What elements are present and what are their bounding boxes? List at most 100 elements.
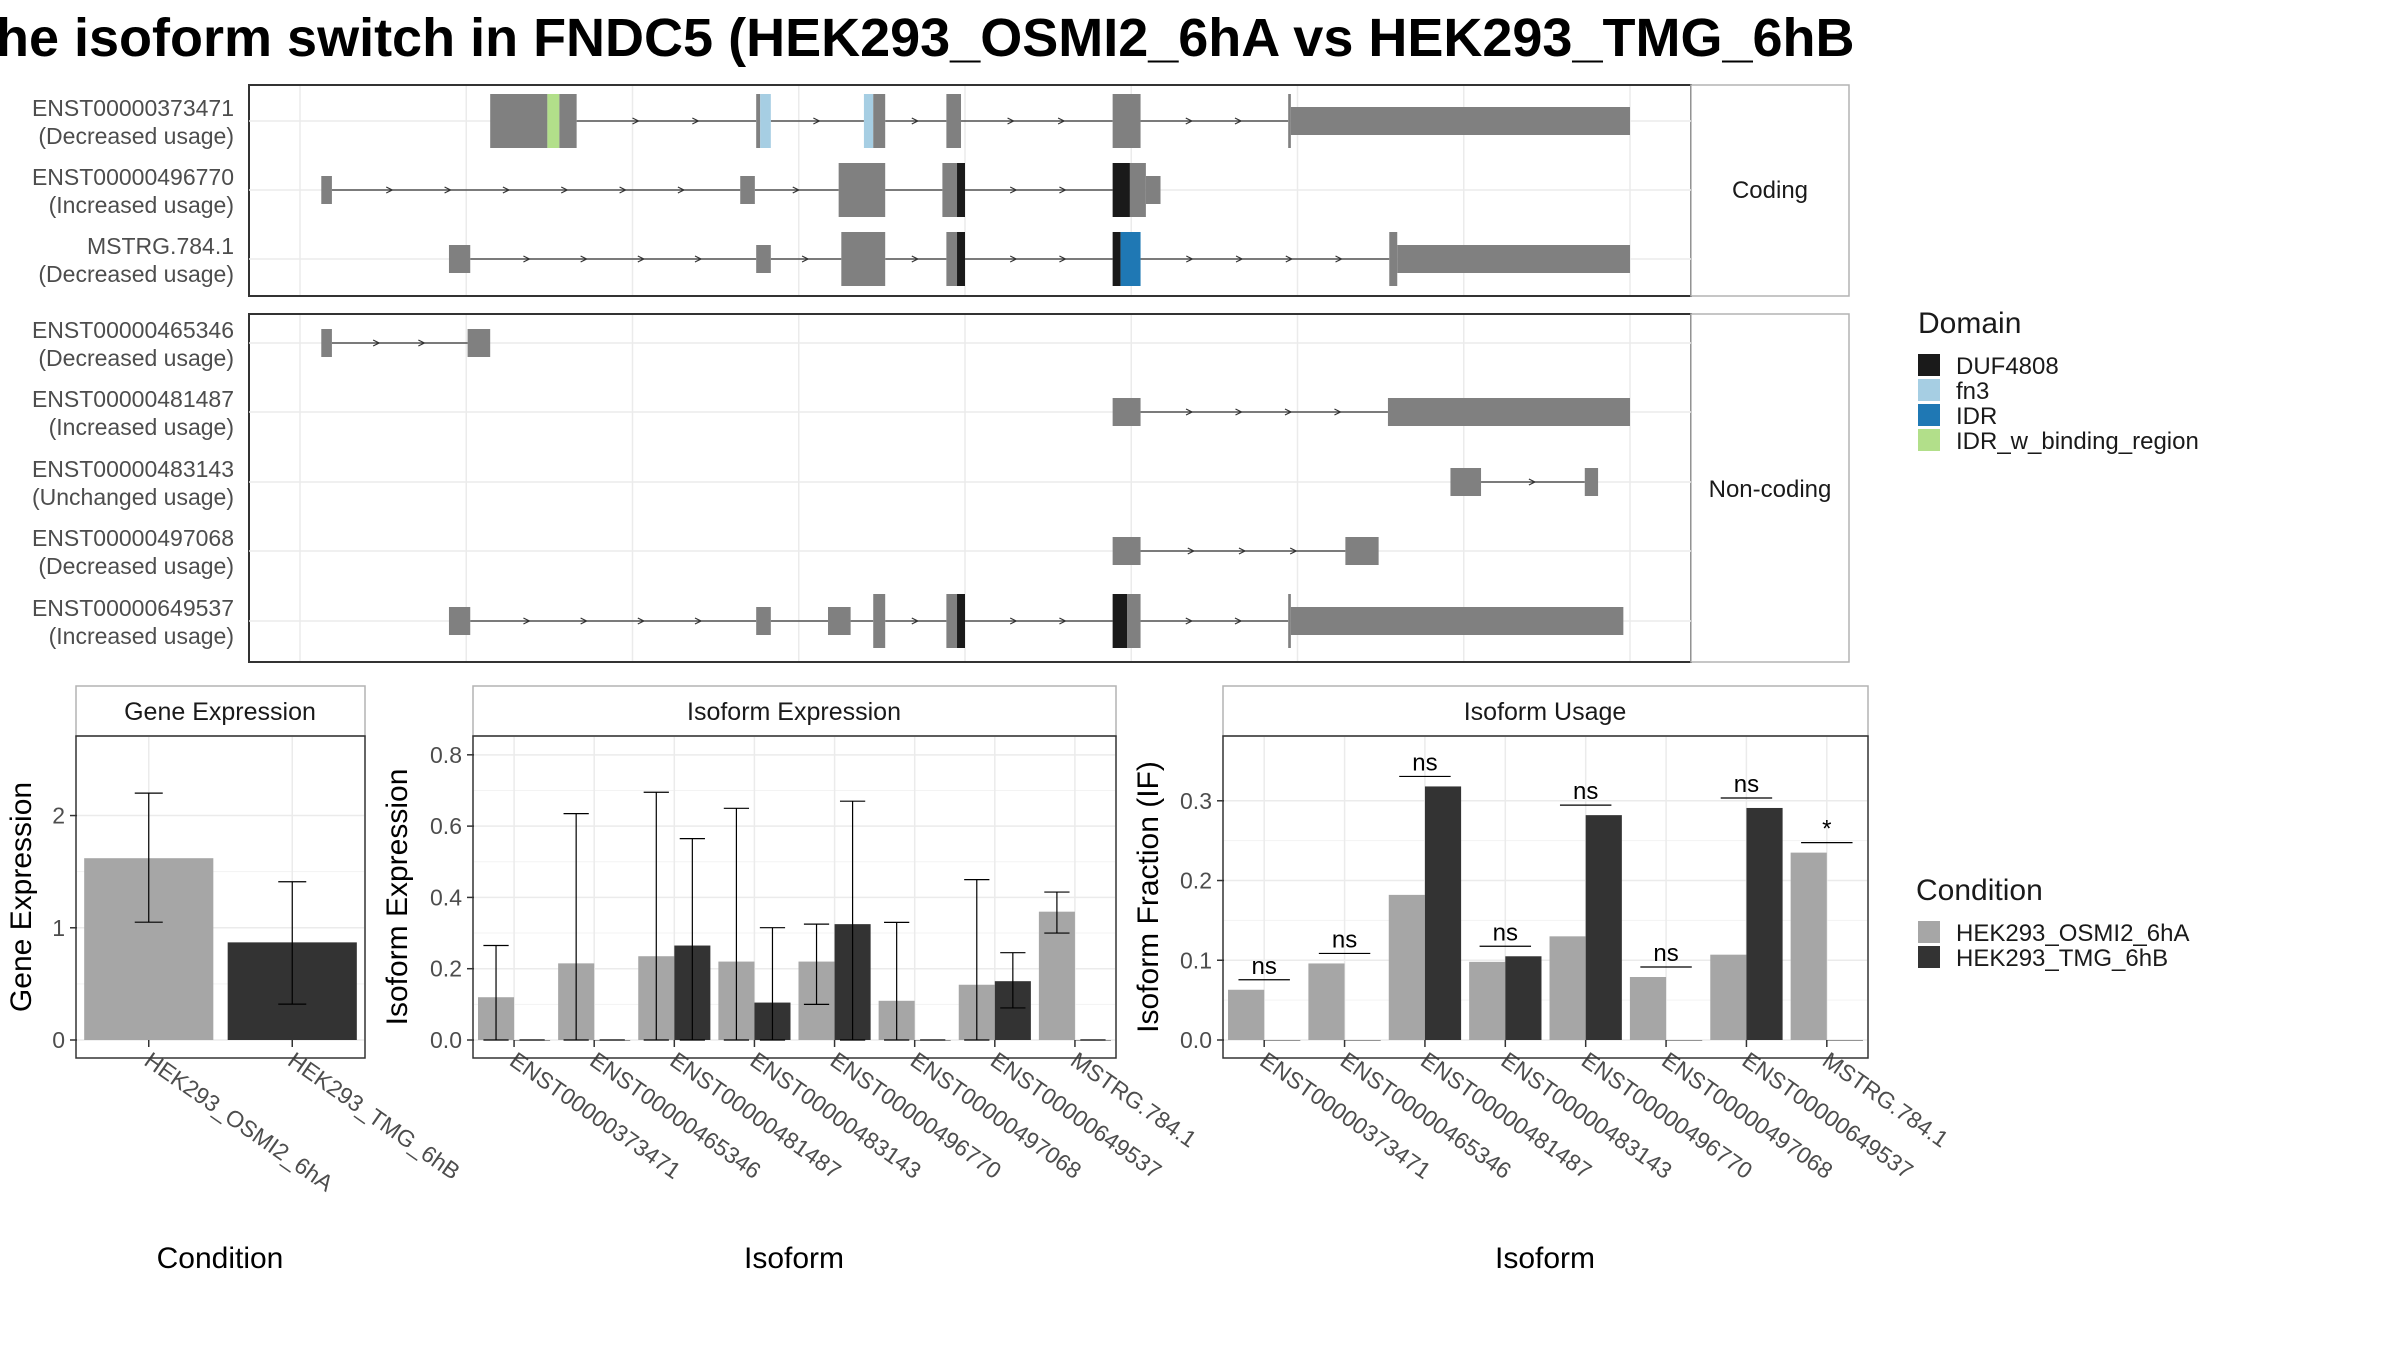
domain-legend: Domain DUF4808 fn3 IDR IDR_w_binding_reg…: [1918, 307, 2199, 455]
y-tick-label: 0.2: [430, 956, 462, 982]
intron-arrow: [1235, 255, 1244, 263]
transcript-usage-label: (Increased usage): [49, 414, 234, 440]
exon-block: [1387, 398, 1630, 426]
intron-arrow: [792, 186, 801, 194]
exon-block: [1127, 594, 1141, 648]
intron-arrow: [523, 617, 531, 625]
bar: [1826, 1040, 1863, 1041]
intron-arrow: [1528, 478, 1537, 486]
coding-strip: [1690, 84, 1850, 297]
y-tick-label: 0.2: [1180, 868, 1212, 894]
significance-label: ns: [1653, 940, 1678, 967]
condition-legend: Condition HEK293_OSMI2_6hA HEK293_TMG_6h…: [1916, 874, 2189, 972]
exon-block: [1288, 594, 1291, 648]
intron-arrow: [580, 255, 588, 263]
intron-arrow: [637, 617, 646, 625]
intron-arrow: [911, 617, 920, 625]
exon-block: [1112, 537, 1141, 565]
intron-arrow: [372, 339, 381, 347]
gene-expression-xlabel: Condition: [157, 1242, 284, 1275]
intron-arrow: [1059, 255, 1067, 263]
exon-block: [1112, 398, 1141, 426]
intron-arrow: [1059, 617, 1067, 625]
intron-arrow: [1238, 547, 1247, 555]
y-tick-label: 0.4: [430, 884, 462, 910]
intron-arrow: [677, 186, 686, 194]
domain-legend-title: Domain: [1918, 307, 2021, 340]
transcript-usage-label: (Decreased usage): [38, 261, 234, 287]
exon-block: [467, 329, 491, 357]
gene-expression-strip: [75, 685, 366, 737]
isoform-expression-title: Isoform Expression: [687, 698, 901, 726]
legend-key-fn3: [1918, 379, 1940, 401]
domain-block: [1120, 232, 1141, 286]
intron-arrow: [1185, 117, 1194, 125]
isoform-expression-xlabel: Isoform: [744, 1242, 844, 1275]
domain-block: [547, 94, 560, 148]
intron-arrow: [619, 186, 627, 194]
y-tick-label: 1: [52, 915, 65, 941]
gene-expression-ylabel: Gene Expression: [5, 782, 38, 1012]
isoform-usage-chart: Isoform Usage 0.00.10.20.3ENST0000037347…: [1132, 685, 1953, 1275]
intron-arrow: [1289, 547, 1298, 555]
bar: [1308, 963, 1345, 1040]
intron-arrow: [632, 117, 640, 125]
bar: [1228, 989, 1265, 1040]
exon-block: [828, 607, 851, 635]
exon-block: [1290, 107, 1630, 135]
isoform-usage-frame: [1222, 735, 1869, 1059]
bar: [1790, 852, 1827, 1040]
bar: [1344, 1040, 1381, 1041]
y-tick-label: 0: [52, 1027, 65, 1053]
intron-arrow: [801, 255, 810, 263]
intron-arrow: [1009, 617, 1018, 625]
transcript-id-label: ENST00000481487: [32, 386, 234, 412]
exon-block: [1129, 163, 1146, 217]
coding-strip-label: Coding: [1732, 177, 1808, 204]
intron-arrow: [1185, 408, 1194, 416]
legend-label-idr: IDR: [1956, 403, 1997, 430]
legend-label-duf4808: DUF4808: [1956, 353, 2059, 380]
legend-label-cond-a: HEK293_OSMI2_6hA: [1956, 920, 2189, 947]
isoform-expression-strip: [472, 685, 1117, 737]
intron-arrow: [502, 186, 511, 194]
exon-block: [946, 94, 962, 148]
intron-arrow: [694, 255, 703, 263]
bar: [1264, 1040, 1301, 1041]
bar: [1549, 936, 1586, 1040]
domain-block: [1112, 163, 1130, 217]
isoform-usage-strip: [1222, 685, 1869, 737]
noncoding-strip: [1690, 313, 1850, 663]
legend-label-idr-binding: IDR_w_binding_region: [1956, 428, 2199, 455]
intron-arrow: [523, 255, 531, 263]
intron-arrow: [385, 186, 394, 194]
exon-block: [490, 94, 548, 148]
bar: [1746, 807, 1783, 1040]
exon-block: [873, 594, 886, 648]
intron-arrow: [694, 617, 703, 625]
isoform-usage-ylabel: Isoform Fraction (IF): [1132, 761, 1165, 1033]
legend-key-idr-binding: [1918, 429, 1940, 451]
bar: [1585, 815, 1622, 1040]
transcript-usage-label: (Unchanged usage): [32, 484, 234, 510]
exon-block: [559, 94, 577, 148]
intron-arrow: [911, 117, 920, 125]
legend-key-duf4808: [1918, 354, 1940, 376]
transcript-id-label: ENST00000483143: [32, 456, 234, 482]
exon-block: [756, 94, 761, 148]
y-tick-label: 0.1: [1180, 947, 1212, 973]
domain-block: [1112, 594, 1128, 648]
domain-block: [760, 94, 771, 148]
structure-panel: Coding Non-coding ENST00000373471(Decrea…: [32, 84, 1850, 663]
significance-label: ns: [1332, 926, 1357, 953]
transcript-usage-label: (Increased usage): [49, 192, 234, 218]
exon-block: [756, 245, 771, 273]
domain-block: [957, 232, 965, 286]
transcript-id-label: ENST00000465346: [32, 317, 234, 343]
legend-label-cond-b: HEK293_TMG_6hB: [1956, 945, 2168, 972]
domain-block: [957, 163, 965, 217]
intron-arrow: [813, 117, 821, 125]
y-tick-label: 0.0: [430, 1027, 462, 1053]
noncoding-strip-label: Non-coding: [1709, 476, 1832, 503]
exon-block: [448, 245, 471, 273]
